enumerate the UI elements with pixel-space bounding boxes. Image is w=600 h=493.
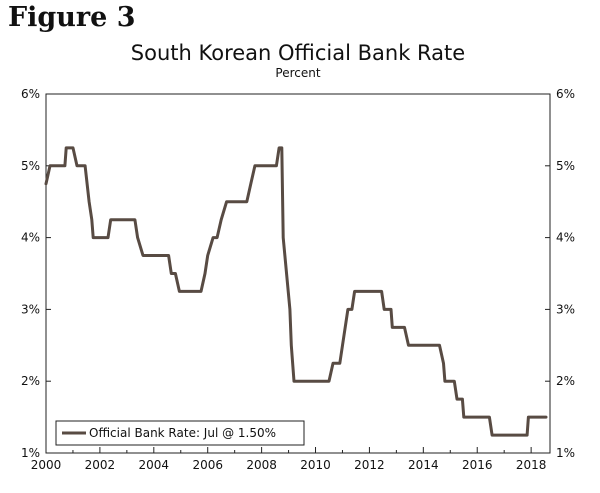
x-axis: 2000 2002 2004 2006 2008 2010 2012 2014 2016 2018 — [31, 447, 547, 472]
y-tick-label-right: 4% — [556, 231, 575, 245]
y-axis-left: 1% 2% 3% 4% 5% 6% — [21, 87, 51, 460]
x-tick-label: 2004 — [139, 458, 170, 472]
y-tick-label-right: 1% — [556, 446, 575, 460]
legend-box — [55, 420, 305, 446]
legend-label: Official Bank Rate: Jul @ 1.50% — [89, 426, 276, 440]
x-tick-label: 2014 — [408, 458, 439, 472]
x-tick-label: 2018 — [516, 458, 547, 472]
x-tick-label: 2000 — [31, 458, 62, 472]
x-tick-label: 2006 — [192, 458, 223, 472]
y-tick-label-left: 5% — [21, 159, 40, 173]
x-tick-label: 2012 — [354, 458, 385, 472]
y-axis-right: 1% 2% 3% 4% 5% 6% — [545, 87, 575, 460]
x-tick-label: 2008 — [246, 458, 277, 472]
figure-label: Figure 3 — [8, 2, 136, 33]
x-tick-label: 2016 — [462, 458, 493, 472]
y-tick-label-left: 6% — [21, 87, 40, 101]
y-tick-label-right: 2% — [556, 374, 575, 388]
y-tick-label-left: 2% — [21, 374, 40, 388]
x-tick-label: 2002 — [85, 458, 116, 472]
y-tick-label-right: 5% — [556, 159, 575, 173]
y-tick-label-left: 1% — [21, 446, 40, 460]
plot-frame — [45, 93, 551, 454]
y-tick-label-left: 4% — [21, 231, 40, 245]
series-line — [44, 146, 548, 437]
y-tick-label-right: 6% — [556, 87, 575, 101]
y-tick-label-left: 3% — [21, 302, 40, 316]
series-layer — [44, 146, 548, 437]
x-tick-label: 2010 — [300, 458, 331, 472]
chart-title: South Korean Official Bank Rate — [131, 41, 465, 65]
chart-subtitle: Percent — [275, 66, 320, 80]
y-tick-label-right: 3% — [556, 302, 575, 316]
legend: Official Bank Rate: Jul @ 1.50% — [55, 420, 305, 446]
